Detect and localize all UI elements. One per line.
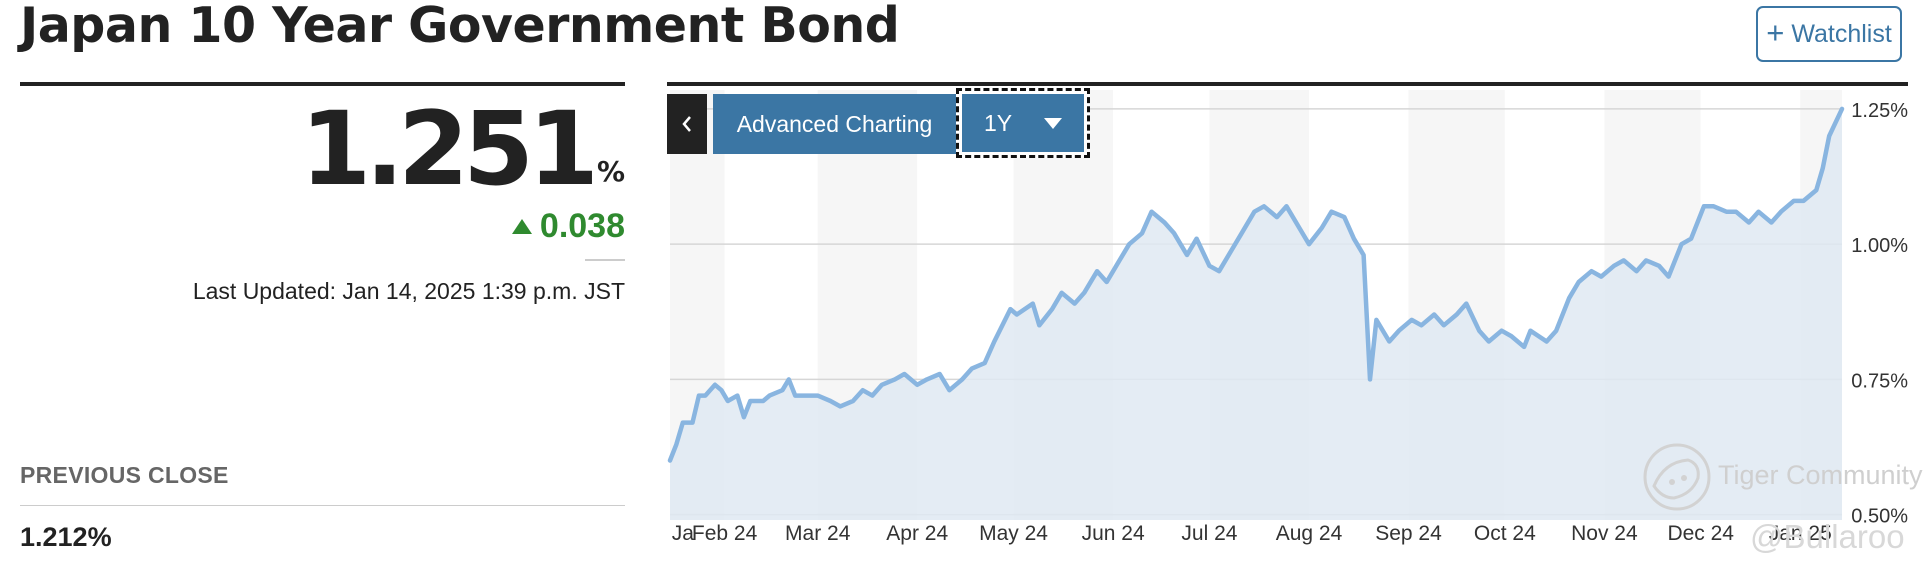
price-value: 1.251	[300, 90, 599, 209]
triangle-up-icon	[511, 219, 532, 234]
quote-divider	[20, 82, 625, 86]
price-unit: %	[596, 155, 625, 188]
x-tick-label: Apr 24	[886, 522, 948, 545]
y-tick-label: 1.25%	[1851, 100, 1908, 122]
previous-close-value: 1.212%	[20, 522, 112, 552]
watermark-user: @Bullaroo	[1750, 518, 1905, 555]
x-tick-label: Aug 24	[1276, 522, 1343, 545]
watermark-community: Tiger Community	[1718, 460, 1923, 490]
chart-divider	[667, 82, 1908, 86]
y-tick-label: 0.50%	[1851, 506, 1908, 528]
y-axis: 0.50% 0.75% 1.00% 1.25%	[1851, 100, 1908, 528]
x-tick-label: Nov 24	[1571, 522, 1638, 545]
price-change-value: 0.038	[539, 207, 625, 245]
price-change: 0.038	[511, 207, 625, 246]
y-tick-label: 1.00%	[1851, 235, 1908, 257]
x-tick-label: May 24	[979, 522, 1048, 545]
x-tick-label: Ja	[672, 522, 695, 545]
collapse-chart-button[interactable]	[667, 94, 707, 154]
change-divider	[585, 259, 625, 261]
last-updated: Last Updated: Jan 14, 2025 1:39 p.m. JST	[192, 278, 625, 304]
x-tick-label: Mar 24	[785, 522, 851, 545]
advanced-charting-button[interactable]: Advanced Charting	[713, 94, 956, 154]
x-tick-label: Jan 25	[1769, 522, 1832, 545]
watchlist-label: Watchlist	[1791, 19, 1892, 48]
y-tick-label: 0.75%	[1851, 370, 1908, 392]
chevron-left-icon	[682, 116, 691, 132]
price-display: 1.251 %	[300, 90, 625, 209]
plus-icon: +	[1766, 15, 1785, 50]
x-tick-label: Dec 24	[1667, 522, 1734, 545]
x-tick-label: Jun 24	[1082, 522, 1145, 545]
yield-area	[670, 108, 1842, 521]
range-select[interactable]: 1Y	[956, 88, 1090, 158]
range-select-value: 1Y	[984, 109, 1013, 136]
tiger-logo-icon	[1643, 443, 1711, 511]
yield-line	[667, 106, 1845, 463]
page-title: Japan 10 Year Government Bond	[20, 0, 900, 54]
x-tick-label: Oct 24	[1474, 522, 1536, 545]
caret-down-icon	[1044, 117, 1062, 129]
watchlist-button[interactable]: + Watchlist	[1756, 6, 1902, 62]
previous-close-divider	[20, 505, 625, 506]
x-tick-label: Sep 24	[1375, 522, 1442, 545]
x-tick-label: Jul 24	[1181, 522, 1237, 545]
x-tick-label: Feb 24	[692, 522, 758, 545]
previous-close-label: PREVIOUS CLOSE	[20, 462, 229, 488]
